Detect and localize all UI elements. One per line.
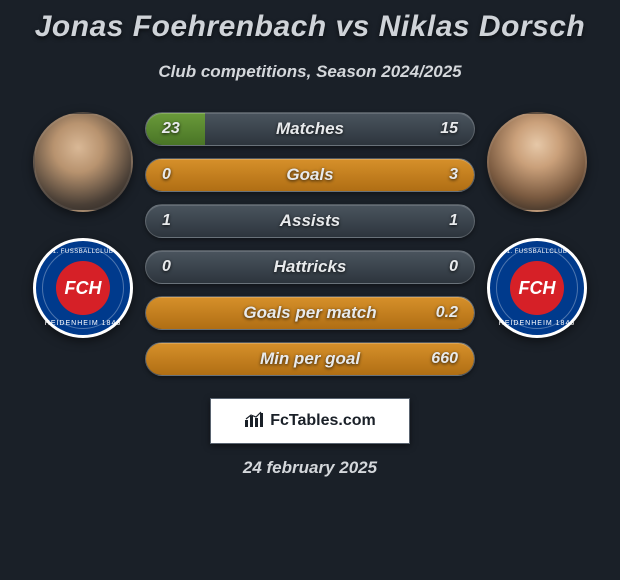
stat-value-right: 3	[449, 166, 458, 184]
stat-row: 0 Hattricks 0	[145, 250, 475, 284]
stat-value-right: 660	[431, 350, 458, 368]
stat-label: Hattricks	[274, 257, 347, 277]
stat-label: Matches	[276, 119, 344, 139]
stat-row: 23 Matches 15	[145, 112, 475, 146]
stat-row: 0 Goals 3	[145, 158, 475, 192]
comparison-card: Jonas Foehrenbach vs Niklas Dorsch Club …	[0, 0, 620, 478]
chart-icon	[244, 410, 264, 433]
main-row: 1. FUSSBALLCLUB FCH HEIDENHEIM 1846 23 Ma…	[0, 112, 620, 376]
club-inner-circle: FCH	[56, 261, 110, 315]
club-text-top: 1. FUSSBALLCLUB	[36, 249, 130, 255]
date-label: 24 february 2025	[243, 458, 377, 478]
right-column: 1. FUSSBALLCLUB FCH HEIDENHEIM 1846	[475, 112, 595, 338]
brand-box: FcTables.com	[210, 398, 410, 444]
stat-row: Min per goal 660	[145, 342, 475, 376]
stat-value-right: 0	[449, 258, 458, 276]
player1-avatar	[33, 112, 133, 212]
stat-value-left: 1	[162, 212, 171, 230]
stat-value-left: 23	[162, 120, 180, 138]
stat-label: Goals per match	[243, 303, 376, 323]
club-text-top: 1. FUSSBALLCLUB	[490, 249, 584, 255]
page-title: Jonas Foehrenbach vs Niklas Dorsch	[35, 10, 586, 44]
stat-value-right: 0.2	[436, 304, 458, 322]
stat-label: Min per goal	[260, 349, 360, 369]
stat-value-right: 15	[440, 120, 458, 138]
left-column: 1. FUSSBALLCLUB FCH HEIDENHEIM 1846	[25, 112, 145, 338]
stat-bars: 23 Matches 15 0 Goals 3 1 Assists 1 0 Hattricks 0 Go…	[145, 112, 475, 376]
stat-value-left: 0	[162, 258, 171, 276]
player1-club-abbrev: FCH	[65, 278, 102, 299]
club-inner-circle: FCH	[510, 261, 564, 315]
stat-value-right: 1	[449, 212, 458, 230]
stat-label: Goals	[286, 165, 333, 185]
stat-row: Goals per match 0.2	[145, 296, 475, 330]
stat-row: 1 Assists 1	[145, 204, 475, 238]
player2-club-abbrev: FCH	[519, 278, 556, 299]
subtitle: Club competitions, Season 2024/2025	[158, 62, 461, 82]
player1-club-badge: 1. FUSSBALLCLUB FCH HEIDENHEIM 1846	[33, 238, 133, 338]
stat-value-left: 0	[162, 166, 171, 184]
club-text-bottom: HEIDENHEIM 1846	[490, 320, 584, 327]
brand-text: FcTables.com	[270, 412, 376, 430]
stat-label: Assists	[280, 211, 340, 231]
player2-club-badge: 1. FUSSBALLCLUB FCH HEIDENHEIM 1846	[487, 238, 587, 338]
club-text-bottom: HEIDENHEIM 1846	[36, 320, 130, 327]
player2-avatar	[487, 112, 587, 212]
